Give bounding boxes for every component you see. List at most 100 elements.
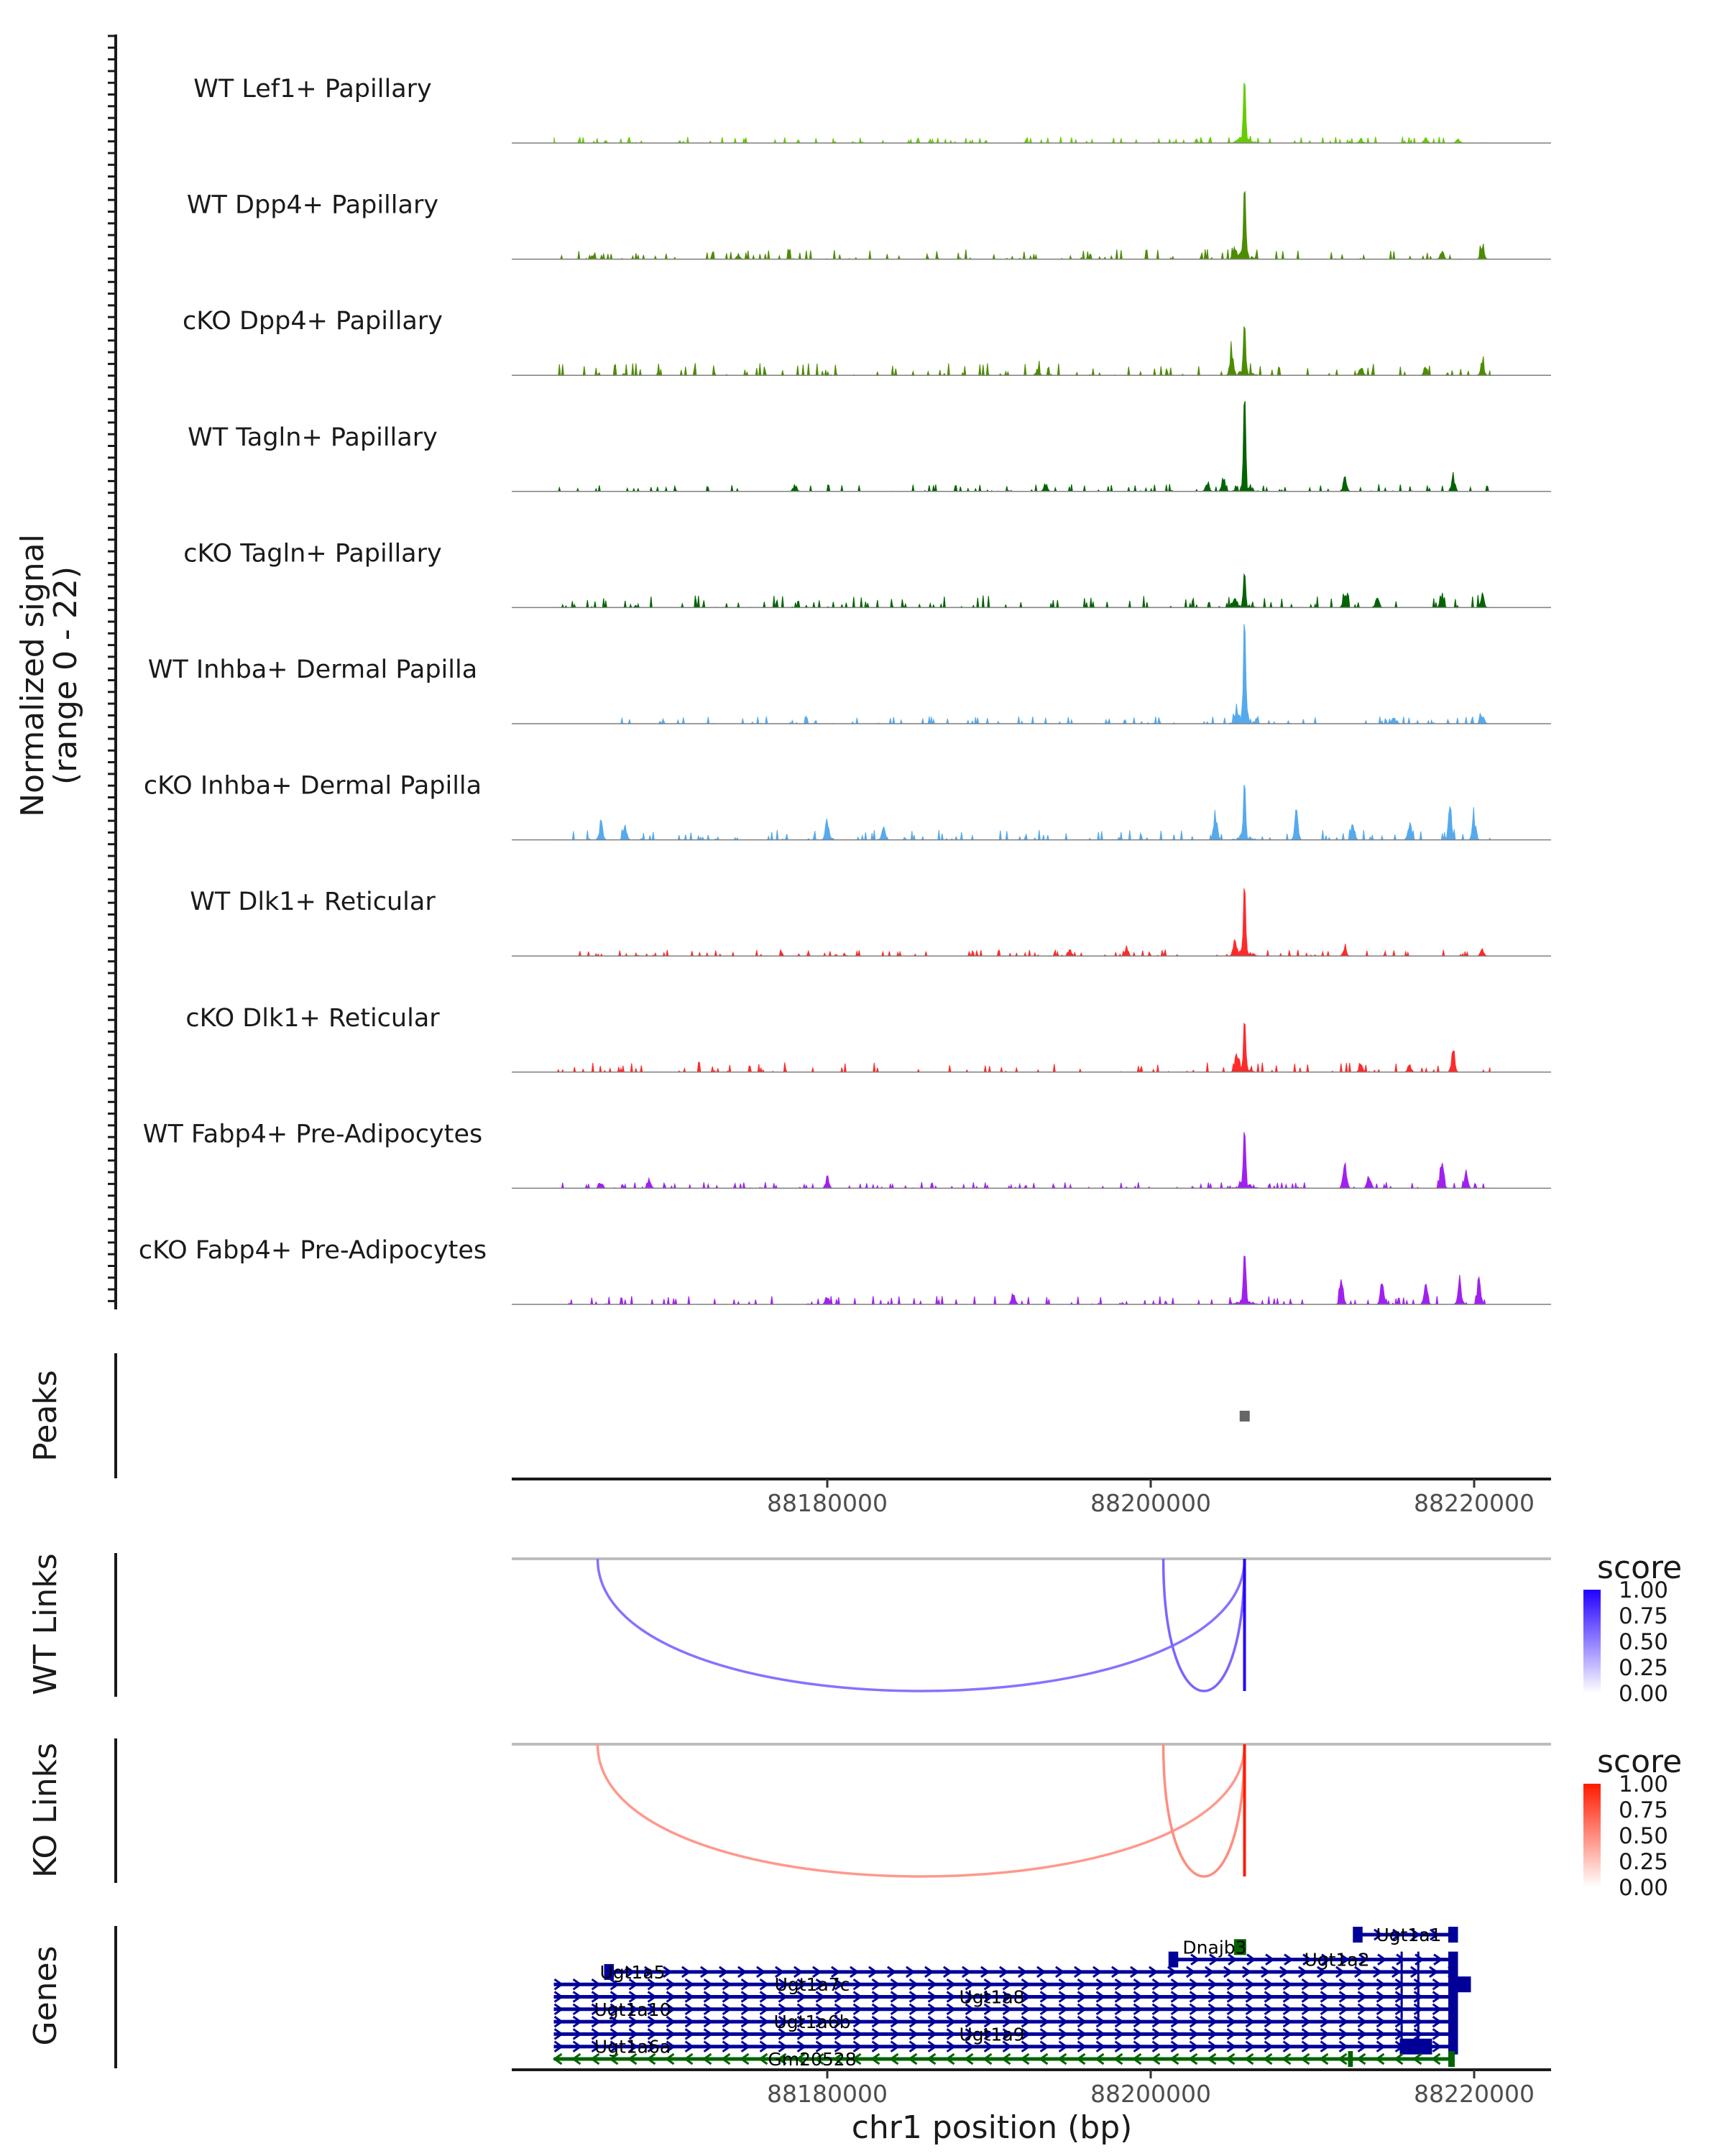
exon bbox=[1400, 2014, 1403, 2030]
strand-chevron bbox=[1413, 1978, 1424, 1991]
strand-chevron bbox=[983, 2015, 994, 2028]
strand-chevron bbox=[1018, 1966, 1028, 1978]
strand-chevron bbox=[852, 2003, 863, 2016]
strand-chevron bbox=[815, 2003, 826, 2016]
strand-chevron bbox=[1320, 2028, 1330, 2040]
strand-chevron bbox=[927, 1991, 938, 2003]
strand-chevron bbox=[890, 1991, 901, 2003]
strand-chevron bbox=[908, 2015, 919, 2028]
strand-chevron bbox=[796, 1991, 807, 2003]
strand-chevron bbox=[834, 2040, 845, 2053]
strand-chevron bbox=[1021, 1991, 1031, 2003]
strand-chevron bbox=[608, 2053, 619, 2065]
exon bbox=[1448, 1976, 1471, 1993]
strand-chevron bbox=[1114, 1991, 1125, 2003]
strand-chevron bbox=[965, 2028, 975, 2040]
strand-chevron bbox=[625, 1966, 635, 1978]
legend-tick: 0.75 bbox=[1619, 1797, 1668, 1823]
strand-chevron bbox=[946, 2028, 957, 2040]
strand-chevron bbox=[890, 2040, 901, 2053]
strand-chevron bbox=[983, 2040, 994, 2053]
gene-dnajb3: Dnajb3 bbox=[1182, 1937, 1246, 1958]
peaks-x-ticks: 88180000 88200000 88220000 bbox=[767, 1479, 1535, 1517]
strand-chevron bbox=[1376, 2028, 1386, 2040]
coverage-track: cKO Tagln+ Papillary bbox=[183, 539, 1551, 609]
x-tick-label: 88180000 bbox=[767, 1489, 888, 1517]
strand-chevron bbox=[1377, 1953, 1387, 1966]
strand-chevron bbox=[1058, 2028, 1069, 2040]
strand-chevron bbox=[1376, 1978, 1386, 1991]
strand-chevron bbox=[1226, 1978, 1237, 1991]
strand-chevron bbox=[666, 2015, 676, 2028]
strand-chevron bbox=[1245, 2015, 1256, 2028]
strand-chevron bbox=[1111, 1966, 1121, 1978]
strand-chevron bbox=[758, 2053, 768, 2065]
strand-chevron bbox=[1170, 2040, 1181, 2053]
strand-chevron bbox=[890, 1978, 901, 1991]
strand-chevron bbox=[1039, 1991, 1050, 2003]
coverage-track: cKO Dlk1+ Reticular bbox=[185, 1004, 1551, 1074]
strand-chevron bbox=[982, 2053, 993, 2065]
strand-chevron bbox=[1170, 1978, 1181, 1991]
strand-chevron bbox=[1338, 1991, 1349, 2003]
legend-tick: 0.25 bbox=[1619, 1849, 1668, 1875]
strand-chevron bbox=[1357, 2040, 1368, 2053]
strand-chevron bbox=[1429, 1966, 1439, 1978]
strand-chevron bbox=[778, 1978, 788, 1991]
strand-chevron bbox=[1077, 1978, 1087, 1991]
x-axis-label: chr1 position (bp) bbox=[852, 2109, 1133, 2146]
strand-chevron bbox=[572, 2028, 583, 2040]
exon bbox=[1417, 1989, 1420, 2005]
strand-chevron bbox=[908, 2028, 919, 2040]
legend-colorbar bbox=[1583, 1590, 1601, 1693]
strand-chevron bbox=[1058, 1978, 1069, 1991]
strand-chevron bbox=[1320, 2015, 1330, 2028]
strand-chevron bbox=[1338, 2028, 1349, 2040]
genes-x-ticks: 88180000 88200000 88220000 bbox=[767, 2070, 1535, 2108]
strand-chevron bbox=[908, 2003, 919, 2016]
strand-chevron bbox=[1432, 2028, 1443, 2040]
signal-y-ticks bbox=[108, 34, 116, 1302]
strand-chevron bbox=[908, 2040, 919, 2053]
legend-tick: 1.00 bbox=[1619, 1772, 1668, 1797]
strand-chevron bbox=[946, 1991, 957, 2003]
track-label: cKO Dpp4+ Papillary bbox=[183, 307, 443, 336]
strand-chevron bbox=[553, 1991, 564, 2003]
strand-chevron bbox=[647, 2028, 658, 2040]
strand-chevron bbox=[1206, 2053, 1217, 2065]
strand-chevron bbox=[1264, 2003, 1274, 2016]
coverage-track: cKO Dpp4+ Papillary bbox=[183, 307, 1551, 377]
exon bbox=[1417, 1963, 1420, 1980]
strand-chevron bbox=[963, 2053, 974, 2065]
strand-chevron bbox=[1282, 1991, 1293, 2003]
strand-chevron bbox=[1133, 2003, 1144, 2016]
strand-chevron bbox=[647, 1991, 658, 2003]
strand-chevron bbox=[647, 2003, 658, 2016]
strand-chevron bbox=[890, 2003, 901, 2016]
strand-chevron bbox=[722, 1978, 732, 1991]
strand-chevron bbox=[1189, 2015, 1200, 2028]
strand-chevron bbox=[1301, 1991, 1312, 2003]
gene-label: Ugt1a9 bbox=[959, 2024, 1024, 2045]
strand-chevron bbox=[832, 2053, 843, 2065]
legend-title: score bbox=[1597, 1549, 1682, 1586]
strand-chevron bbox=[1208, 2028, 1218, 2040]
exon bbox=[1348, 2051, 1353, 2067]
track-label: WT Dpp4+ Papillary bbox=[187, 191, 438, 220]
strand-chevron bbox=[850, 1966, 860, 1978]
strand-chevron bbox=[946, 2040, 957, 2053]
strand-chevron bbox=[1301, 2015, 1312, 2028]
strand-chevron bbox=[684, 2015, 695, 2028]
strand-chevron bbox=[1320, 1991, 1330, 2003]
strand-chevron bbox=[647, 1978, 658, 1991]
strand-chevron bbox=[1357, 1991, 1368, 2003]
x-tick-label: 88200000 bbox=[1090, 1489, 1211, 1517]
strand-chevron bbox=[815, 1991, 826, 2003]
track-label: cKO Inhba+ Dermal Papilla bbox=[144, 772, 482, 801]
track-label: WT Fabp4+ Pre-Adipocytes bbox=[143, 1120, 482, 1148]
strand-chevron bbox=[1317, 1966, 1327, 1978]
strand-chevron bbox=[1039, 2003, 1050, 2016]
strand-chevron bbox=[553, 2003, 564, 2016]
